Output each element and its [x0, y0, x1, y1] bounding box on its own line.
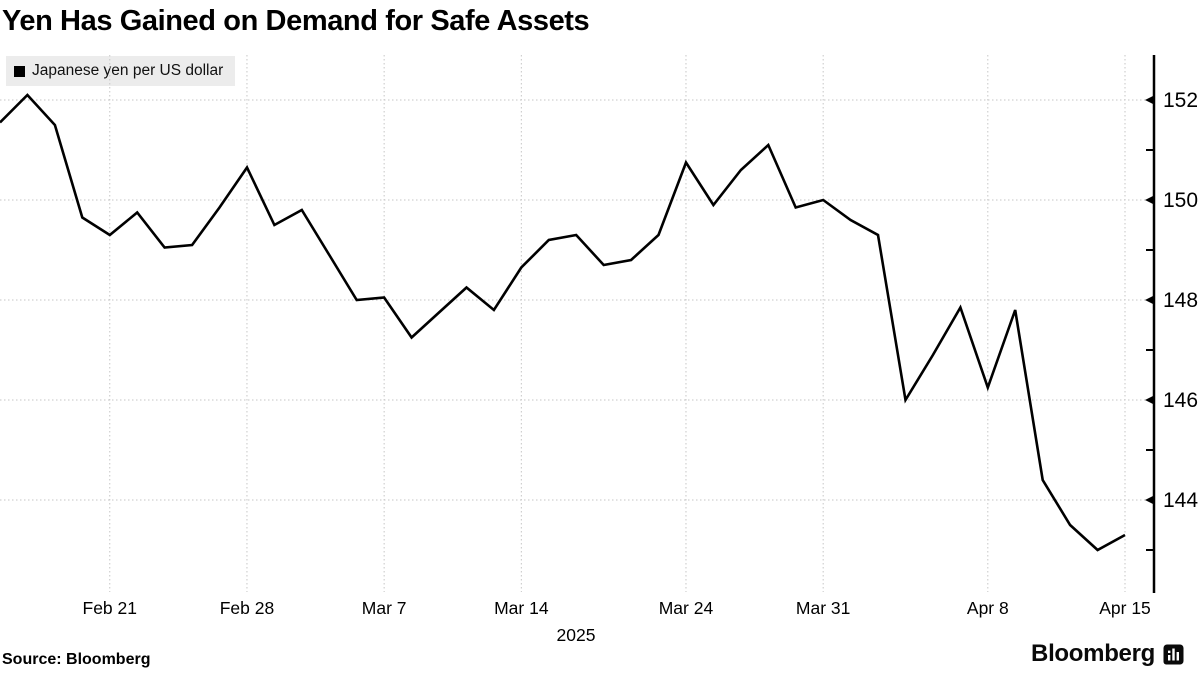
y-tick-arrow: [1145, 95, 1155, 105]
y-tick-label: 148: [1163, 289, 1198, 312]
y-tick-arrow: [1145, 195, 1155, 205]
x-tick-label: Mar 31: [796, 598, 850, 618]
x-tick-label: Mar 24: [659, 598, 714, 618]
y-tick-arrow: [1145, 295, 1155, 305]
x-tick-label: Feb 21: [83, 598, 137, 618]
price-line: [0, 93, 1126, 552]
y-tick-label: 150: [1163, 189, 1198, 212]
chart-title: Yen Has Gained on Demand for Safe Assets: [2, 5, 590, 37]
y-tick-arrow: [1145, 495, 1155, 505]
legend-label: Japanese yen per US dollar: [32, 62, 224, 79]
bloomberg-bars-icon: [1163, 644, 1184, 664]
x-axis-year-label: 2025: [557, 625, 596, 645]
x-tick-label: Apr 8: [967, 598, 1009, 618]
x-tick-label: Mar 7: [362, 598, 407, 618]
legend: Japanese yen per US dollar: [6, 56, 236, 86]
y-tick-label: 146: [1163, 389, 1198, 412]
x-tick-label: Feb 28: [220, 598, 274, 618]
bloomberg-logo-text: Bloomberg: [1031, 640, 1155, 667]
bloomberg-logo: Bloomberg: [1031, 640, 1184, 668]
y-tick-arrow: [1145, 395, 1155, 405]
source-note: Source: Bloomberg: [2, 651, 151, 668]
x-tick-label: Apr 15: [1099, 598, 1151, 618]
x-tick-label: Mar 14: [494, 598, 549, 618]
y-tick-label: 152: [1163, 89, 1198, 112]
y-tick-label: 144: [1163, 489, 1198, 512]
legend-swatch-icon: [14, 65, 25, 77]
